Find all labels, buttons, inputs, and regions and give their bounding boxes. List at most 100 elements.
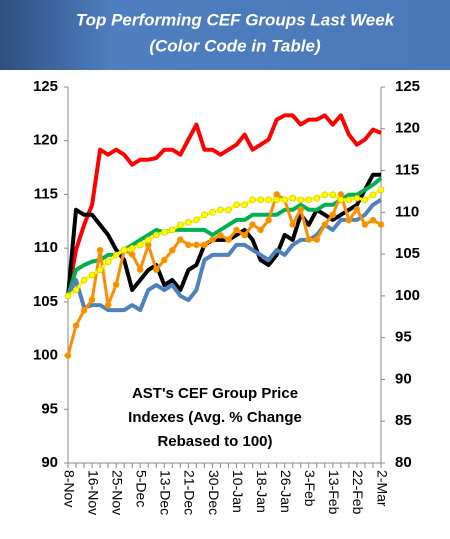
y2-tick-label: 90 bbox=[395, 370, 412, 387]
series-marker bbox=[377, 221, 385, 228]
series-marker bbox=[257, 196, 264, 204]
series-marker bbox=[313, 236, 321, 243]
series-marker bbox=[225, 206, 232, 214]
series-marker bbox=[257, 226, 264, 234]
y2-tick-label: 115 bbox=[395, 162, 419, 179]
series-marker bbox=[369, 216, 377, 224]
series-marker bbox=[329, 191, 337, 199]
annotation: AST's CEF Group Price bbox=[132, 385, 298, 402]
y-tick-label: 110 bbox=[34, 239, 58, 256]
series-marker bbox=[72, 322, 80, 329]
series-marker bbox=[225, 236, 232, 243]
series-marker bbox=[169, 226, 176, 234]
series-marker bbox=[169, 246, 176, 254]
series-marker bbox=[201, 241, 208, 249]
y2-tick-label: 85 bbox=[395, 412, 412, 429]
x-tick-label: 10-Jan bbox=[230, 470, 246, 513]
series-line bbox=[67, 188, 382, 298]
series-marker bbox=[209, 236, 216, 243]
series-marker bbox=[72, 286, 80, 294]
series-marker bbox=[281, 196, 288, 204]
x-tick-label: 2-Mar bbox=[374, 470, 390, 507]
title-banner bbox=[0, 0, 450, 70]
y-tick-label: 120 bbox=[33, 132, 58, 149]
series-marker bbox=[161, 256, 168, 264]
y-tick-label: 115 bbox=[34, 185, 58, 202]
series-marker bbox=[88, 271, 96, 279]
annotation: Indexes (Avg. % Change bbox=[128, 409, 302, 426]
series-marker bbox=[249, 221, 256, 228]
y-tick-label: 90 bbox=[41, 454, 58, 471]
series-marker bbox=[193, 241, 200, 249]
series-marker bbox=[217, 231, 224, 239]
series-marker bbox=[313, 194, 321, 202]
series-marker bbox=[289, 194, 297, 202]
series-line bbox=[66, 192, 382, 356]
series-marker bbox=[305, 196, 313, 204]
series-marker bbox=[136, 241, 144, 249]
y2-tick-label: 110 bbox=[395, 203, 419, 220]
x-tick-label: 5-Dec bbox=[134, 470, 150, 507]
series-marker bbox=[265, 196, 272, 204]
series-marker bbox=[209, 209, 216, 216]
series-marker bbox=[201, 211, 208, 219]
y-tick-label: 125 bbox=[33, 78, 58, 95]
series-marker bbox=[136, 266, 144, 273]
series-marker bbox=[361, 221, 369, 228]
series-marker bbox=[104, 301, 112, 309]
series-line bbox=[66, 113, 382, 297]
y-tick-label: 105 bbox=[33, 293, 58, 310]
series-marker bbox=[377, 186, 385, 194]
series-marker bbox=[297, 206, 305, 213]
x-tick-label: 25-Nov bbox=[109, 470, 125, 515]
series-marker bbox=[128, 251, 136, 258]
series-marker bbox=[64, 352, 72, 359]
series-marker bbox=[233, 201, 240, 209]
series-marker bbox=[361, 196, 369, 204]
x-tick-label: 16-Nov bbox=[85, 470, 101, 515]
series-marker bbox=[177, 236, 184, 243]
series-marker bbox=[185, 219, 192, 226]
series-marker bbox=[297, 196, 305, 204]
series-marker bbox=[144, 236, 152, 244]
series-marker bbox=[152, 266, 160, 273]
x-tick-label: 13-Dec bbox=[158, 470, 174, 515]
x-tick-label: 22-Feb bbox=[350, 470, 366, 515]
series-marker bbox=[233, 226, 240, 234]
chart-title: Top Performing CEF Groups Last Week bbox=[76, 10, 396, 29]
chart-subtitle: (Color Code in Table) bbox=[149, 36, 321, 55]
x-tick-label: 13-Feb bbox=[326, 470, 342, 515]
series-marker bbox=[112, 281, 120, 288]
series-marker bbox=[185, 241, 192, 249]
x-tick-label: 3-Feb bbox=[302, 470, 318, 507]
series-marker bbox=[321, 191, 329, 199]
x-tick-label: 18-Jan bbox=[254, 470, 270, 513]
series-marker bbox=[273, 196, 280, 204]
series-marker bbox=[217, 206, 224, 214]
y2-tick-label: 125 bbox=[395, 78, 420, 95]
series-marker bbox=[128, 244, 136, 252]
series-marker bbox=[265, 216, 272, 224]
y2-tick-label: 95 bbox=[395, 329, 412, 346]
series-marker bbox=[345, 216, 353, 224]
series-marker bbox=[353, 206, 361, 213]
series-marker bbox=[241, 231, 248, 239]
series-marker bbox=[64, 292, 72, 300]
y2-tick-label: 100 bbox=[395, 287, 420, 304]
series-marker bbox=[289, 221, 297, 228]
x-tick-label: 8-Nov bbox=[61, 470, 77, 507]
y-tick-label: 100 bbox=[33, 347, 58, 364]
series-marker bbox=[249, 196, 256, 204]
series-marker bbox=[96, 246, 104, 254]
x-tick-label: 26-Jan bbox=[278, 470, 294, 513]
series-marker bbox=[193, 216, 200, 224]
series-marker bbox=[88, 296, 96, 304]
series-marker bbox=[241, 201, 248, 209]
annotation: Rebased to 100) bbox=[157, 433, 272, 450]
y-tick-label: 95 bbox=[41, 400, 58, 417]
series-marker bbox=[177, 221, 184, 229]
series-marker bbox=[112, 251, 120, 259]
series-marker bbox=[337, 196, 345, 204]
y2-tick-label: 105 bbox=[395, 245, 420, 262]
